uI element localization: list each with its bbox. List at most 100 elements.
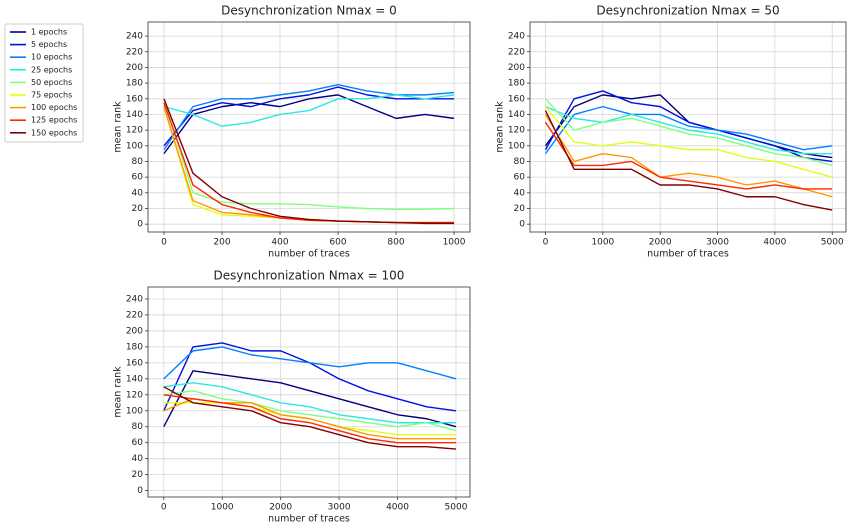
legend-label: 75 epochs (31, 91, 72, 100)
y-tick-label: 20 (132, 204, 144, 214)
legend-label: 150 epochs (31, 128, 77, 137)
y-tick-label: 0 (137, 486, 143, 496)
y-tick-label: 80 (132, 157, 144, 167)
x-tick-label: 4000 (763, 238, 786, 248)
series-line (163, 83, 455, 151)
chart-title: Desynchronization Nmax = 50 (596, 4, 779, 18)
y-tick-label: 100 (508, 141, 525, 151)
y-tick-label: 180 (508, 79, 525, 89)
chart-title: Desynchronization Nmax = 0 (221, 4, 397, 18)
series-line (163, 86, 455, 147)
y-tick-label: 140 (508, 110, 525, 120)
series-line (163, 382, 456, 424)
series-line (544, 110, 833, 211)
x-axis-label: number of traces (268, 514, 350, 525)
y-axis-label: mean rank (113, 366, 124, 418)
y-tick-label: 20 (514, 204, 526, 214)
y-tick-label: 0 (519, 220, 525, 230)
series-line (544, 121, 833, 190)
y-tick-label: 140 (126, 110, 143, 120)
y-tick-label: 180 (126, 342, 143, 352)
y-tick-label: 240 (126, 294, 143, 304)
y-tick-label: 100 (126, 406, 143, 416)
x-tick-label: 0 (161, 503, 167, 513)
y-tick-label: 220 (126, 47, 143, 57)
y-tick-label: 80 (132, 422, 144, 432)
y-tick-label: 60 (514, 173, 526, 183)
x-tick-label: 5000 (445, 503, 468, 513)
series-line (544, 105, 833, 155)
x-tick-label: 800 (387, 238, 404, 248)
series-line (544, 90, 833, 163)
series-line (163, 394, 456, 444)
x-tick-label: 0 (161, 238, 167, 248)
y-axis-label: mean rank (495, 101, 506, 153)
x-tick-label: 200 (213, 238, 230, 248)
y-tick-label: 20 (132, 470, 144, 480)
series-line (163, 386, 457, 450)
y-tick-label: 160 (126, 94, 143, 104)
series-line (163, 98, 455, 210)
series-line (545, 105, 833, 155)
legend-label: 5 epochs (31, 40, 67, 49)
series-line (544, 106, 833, 178)
series-line (163, 94, 455, 127)
chart-title: Desynchronization Nmax = 100 (214, 269, 405, 283)
plot-frame (529, 21, 847, 233)
y-tick-label: 200 (126, 63, 143, 73)
x-tick-label: 2000 (269, 503, 292, 513)
y-tick-label: 80 (514, 157, 526, 167)
series-line (163, 98, 455, 225)
y-tick-label: 220 (508, 47, 525, 57)
y-tick-label: 100 (126, 141, 143, 151)
y-tick-label: 40 (132, 188, 144, 198)
x-tick-label: 1000 (591, 238, 614, 248)
series-line (544, 98, 833, 167)
y-tick-label: 40 (514, 188, 526, 198)
y-tick-label: 200 (126, 326, 143, 336)
legend-label: 100 epochs (31, 103, 77, 112)
series-line (163, 94, 455, 155)
x-tick-label: 400 (271, 238, 288, 248)
y-tick-label: 240 (508, 32, 525, 42)
y-tick-label: 120 (126, 126, 143, 136)
y-tick-label: 40 (132, 454, 144, 464)
y-tick-label: 0 (137, 220, 143, 230)
y-tick-label: 60 (132, 173, 144, 183)
y-tick-label: 60 (132, 438, 144, 448)
series-line (544, 114, 833, 198)
x-tick-label: 5000 (821, 238, 844, 248)
x-tick-label: 1000 (443, 238, 466, 248)
legend-box (4, 23, 84, 143)
y-tick-label: 200 (508, 63, 525, 73)
x-tick-label: 3000 (706, 238, 729, 248)
y-tick-label: 160 (126, 358, 143, 368)
x-tick-label: 0 (543, 238, 549, 248)
y-axis-label: mean rank (113, 101, 124, 153)
x-tick-label: 1000 (211, 503, 234, 513)
legend-label: 25 epochs (31, 65, 72, 74)
series-line (163, 370, 457, 428)
series-line (163, 390, 457, 432)
y-tick-label: 220 (126, 310, 143, 320)
legend-label: 125 epochs (31, 116, 77, 125)
legend-label: 50 epochs (31, 78, 72, 87)
x-tick-label: 4000 (386, 503, 409, 513)
y-tick-label: 120 (126, 390, 143, 400)
y-tick-label: 180 (126, 79, 143, 89)
x-tick-label: 2000 (649, 238, 672, 248)
y-tick-label: 120 (508, 126, 525, 136)
x-axis-label: number of traces (647, 249, 729, 260)
x-tick-label: 600 (329, 238, 346, 248)
plot-frame (147, 21, 471, 233)
series-line (163, 346, 457, 380)
x-tick-label: 3000 (328, 503, 351, 513)
y-tick-label: 140 (126, 374, 143, 384)
y-tick-label: 240 (126, 32, 143, 42)
legend-label: 1 epochs (31, 28, 67, 37)
legend-label: 10 epochs (31, 53, 72, 62)
x-axis-label: number of traces (268, 249, 350, 260)
y-tick-label: 160 (508, 94, 525, 104)
